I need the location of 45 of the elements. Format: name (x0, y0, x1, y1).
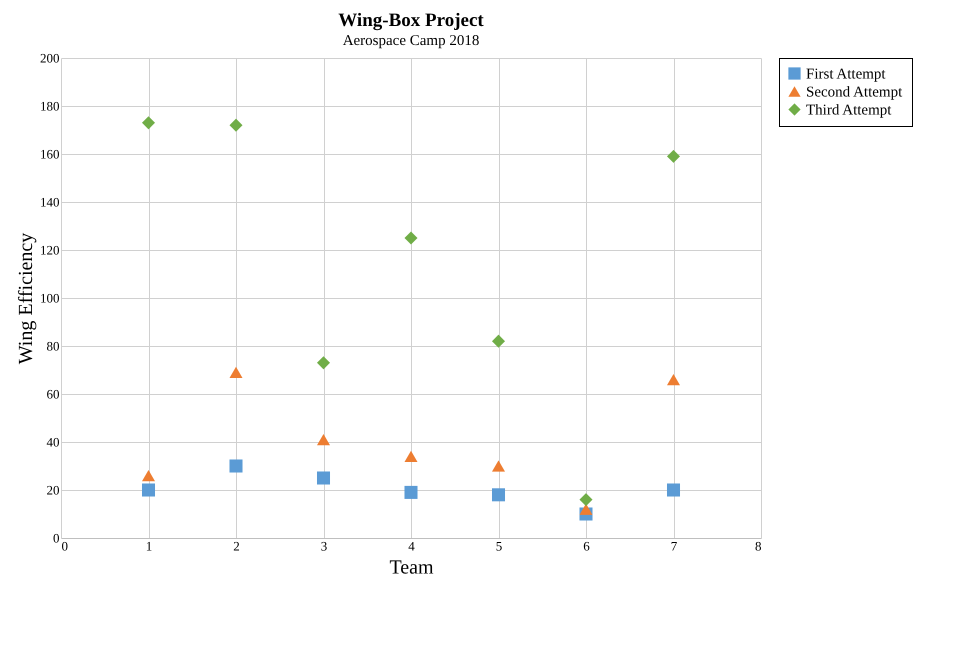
point (492, 460, 506, 472)
y-tick-label: 200 (40, 50, 60, 66)
x-tick-label: 2 (233, 538, 240, 554)
y-tick-label: 60 (46, 386, 60, 402)
point (142, 470, 156, 482)
x-tick-label: 6 (583, 538, 590, 554)
point (229, 118, 243, 132)
x-tick-label: 5 (496, 538, 502, 554)
point (579, 493, 593, 506)
point (316, 434, 330, 446)
point (142, 116, 156, 130)
point (579, 504, 593, 515)
point (142, 483, 156, 497)
x-tick-label: 3 (320, 538, 328, 554)
y-tick-label: 120 (40, 242, 60, 258)
y-tick-label: 20 (46, 482, 60, 498)
x-axis-title: Team (389, 556, 434, 578)
point (666, 483, 680, 497)
y-tick-label: 140 (40, 194, 60, 210)
point (404, 486, 418, 499)
y-tick-label: 40 (46, 434, 60, 450)
y-tick-label: 160 (40, 146, 60, 162)
y-tick-label: 80 (46, 338, 60, 354)
point (666, 150, 680, 163)
x-tick-label: 7 (670, 538, 678, 554)
x-tick-label: 8 (755, 538, 762, 554)
point (666, 374, 680, 386)
legend-label: Second Attempt (806, 84, 904, 100)
y-tick-label: 180 (40, 98, 60, 114)
point (404, 450, 418, 462)
legend-label: First Attempt (806, 66, 886, 82)
point (316, 356, 330, 370)
chart-title: Wing-Box Project (338, 10, 484, 31)
point (229, 459, 243, 473)
x-tick-label: 4 (408, 538, 416, 554)
point (316, 471, 330, 485)
legend-label: Third Attempt (806, 102, 892, 118)
y-tick-label: 100 (40, 290, 60, 306)
chart-subtitle: Aerospace Camp 2018 (342, 33, 480, 49)
point (229, 366, 243, 378)
point (404, 231, 418, 245)
point (492, 334, 506, 348)
x-tick-label: 1 (146, 538, 152, 554)
point (492, 488, 506, 502)
y-axis-title: Wing Efficiency (15, 232, 37, 364)
